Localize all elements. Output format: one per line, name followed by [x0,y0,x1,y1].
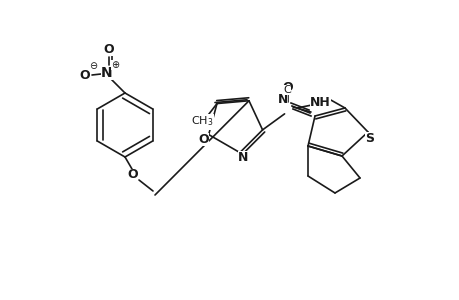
Text: N: N [237,151,247,164]
Text: ⊕: ⊕ [111,60,119,70]
Text: O: O [198,133,208,146]
Text: O: O [103,43,114,56]
Text: C: C [282,85,290,95]
Text: ⊖: ⊖ [89,61,97,71]
Text: N: N [277,92,287,106]
Text: NH: NH [309,96,330,110]
Text: S: S [365,131,374,145]
Text: CH$_3$: CH$_3$ [190,115,213,128]
Text: O: O [282,81,292,94]
Text: O: O [128,169,138,182]
Text: O: O [79,68,90,82]
Text: N: N [101,66,112,80]
